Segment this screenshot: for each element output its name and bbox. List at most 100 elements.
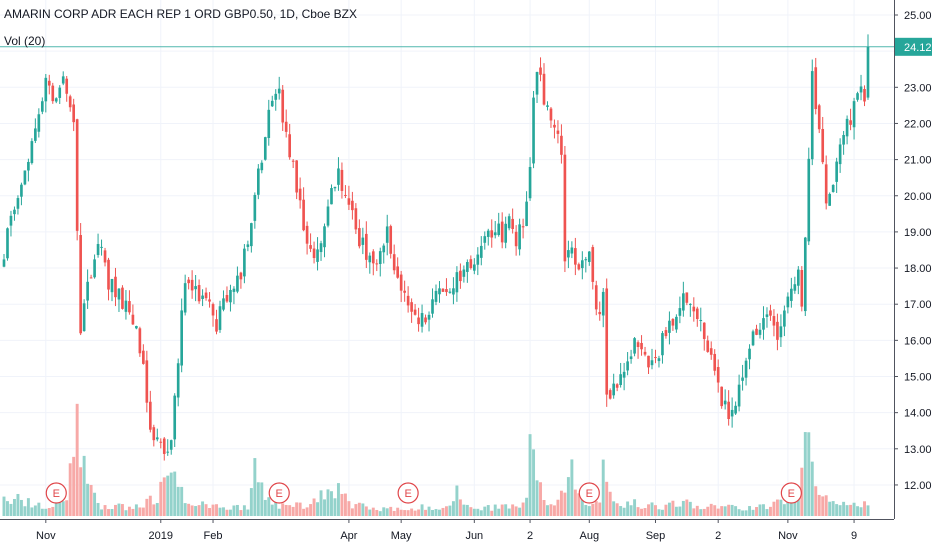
candle[interactable] — [176, 358, 180, 407]
candle[interactable] — [326, 199, 330, 228]
candle[interactable] — [403, 280, 406, 302]
candle[interactable] — [751, 329, 755, 347]
candle[interactable] — [121, 285, 124, 310]
candle[interactable] — [72, 98, 75, 132]
candle[interactable] — [699, 307, 703, 332]
candle[interactable] — [27, 158, 30, 182]
candle[interactable] — [591, 244, 595, 290]
candle[interactable] — [476, 247, 480, 276]
candle[interactable] — [511, 208, 514, 234]
candle[interactable] — [535, 71, 539, 103]
candle[interactable] — [553, 119, 556, 139]
candle[interactable] — [500, 212, 504, 249]
candle[interactable] — [138, 326, 142, 357]
candle[interactable] — [385, 214, 389, 256]
candle[interactable] — [622, 362, 626, 391]
candle[interactable] — [689, 303, 692, 317]
candle[interactable] — [748, 344, 751, 370]
candle[interactable] — [291, 159, 295, 168]
candle[interactable] — [831, 184, 835, 193]
candle[interactable] — [215, 309, 218, 335]
candle[interactable] — [803, 236, 807, 317]
candle[interactable] — [34, 118, 37, 144]
candle[interactable] — [438, 281, 441, 303]
earnings-marker[interactable]: E — [45, 482, 67, 504]
candle[interactable] — [246, 240, 250, 252]
candle[interactable] — [810, 59, 814, 166]
volume-indicator-label[interactable]: Vol (20) — [4, 34, 46, 48]
candle[interactable] — [274, 89, 278, 111]
candle[interactable] — [542, 63, 546, 106]
candle[interactable] — [110, 278, 114, 302]
candle[interactable] — [6, 227, 9, 261]
candle[interactable] — [786, 292, 790, 314]
candle[interactable] — [695, 306, 699, 327]
candle[interactable] — [657, 355, 661, 368]
candle[interactable] — [218, 300, 222, 333]
candle[interactable] — [577, 262, 581, 271]
candle[interactable] — [420, 304, 424, 333]
candle[interactable] — [605, 278, 609, 407]
candle[interactable] — [103, 247, 107, 267]
candle[interactable] — [79, 223, 82, 336]
candle[interactable] — [281, 85, 285, 131]
candle[interactable] — [706, 335, 710, 353]
candle[interactable] — [100, 239, 103, 256]
candle[interactable] — [797, 266, 800, 295]
time-scale[interactable]: Nov 2019 Feb Apr May Jun 2 Aug Sep 2 Nov 9 — [36, 519, 857, 542]
candle[interactable] — [486, 228, 490, 246]
candle[interactable] — [107, 257, 110, 301]
candle[interactable] — [633, 337, 636, 357]
candle[interactable] — [434, 284, 438, 306]
candle[interactable] — [173, 393, 177, 448]
candle[interactable] — [563, 146, 567, 273]
candle[interactable] — [142, 344, 145, 365]
candle[interactable] — [333, 186, 337, 192]
candle[interactable] — [727, 390, 730, 426]
candle[interactable] — [378, 247, 382, 277]
candle[interactable] — [584, 256, 588, 273]
candle[interactable] — [319, 240, 323, 261]
candle[interactable] — [89, 274, 93, 279]
candle[interactable] — [201, 289, 204, 307]
candle[interactable] — [567, 240, 570, 269]
candle[interactable] — [702, 322, 706, 351]
candle[interactable] — [849, 108, 852, 131]
candle[interactable] — [779, 314, 783, 347]
candle[interactable] — [661, 330, 664, 364]
candle[interactable] — [678, 296, 682, 324]
candle[interactable] — [783, 305, 786, 337]
candle[interactable] — [152, 424, 156, 447]
candle[interactable] — [399, 270, 403, 303]
candle[interactable] — [758, 322, 762, 339]
candle[interactable] — [260, 160, 264, 174]
candle[interactable] — [469, 255, 473, 270]
candle[interactable] — [671, 318, 675, 331]
candle[interactable] — [358, 219, 361, 249]
candle[interactable] — [277, 76, 281, 100]
candle[interactable] — [650, 348, 654, 370]
candle[interactable] — [96, 233, 100, 258]
candle[interactable] — [169, 439, 173, 455]
candle[interactable] — [9, 210, 13, 237]
candle[interactable] — [581, 251, 584, 280]
candle[interactable] — [546, 101, 549, 111]
candle[interactable] — [243, 244, 246, 284]
candle[interactable] — [305, 221, 309, 255]
candle[interactable] — [382, 243, 386, 264]
candle[interactable] — [312, 241, 316, 264]
candle[interactable] — [263, 136, 267, 161]
candle[interactable] — [493, 220, 497, 239]
earnings-marker[interactable]: E — [397, 482, 419, 504]
candle[interactable] — [389, 224, 393, 259]
candle[interactable] — [601, 288, 605, 328]
candle[interactable] — [211, 302, 215, 327]
candle[interactable] — [863, 85, 866, 107]
candle[interactable] — [371, 249, 375, 276]
candle[interactable] — [807, 147, 811, 246]
candle[interactable] — [835, 157, 838, 193]
candle[interactable] — [253, 192, 257, 229]
candle[interactable] — [347, 185, 351, 211]
candle[interactable] — [821, 116, 825, 165]
candle[interactable] — [643, 346, 647, 357]
